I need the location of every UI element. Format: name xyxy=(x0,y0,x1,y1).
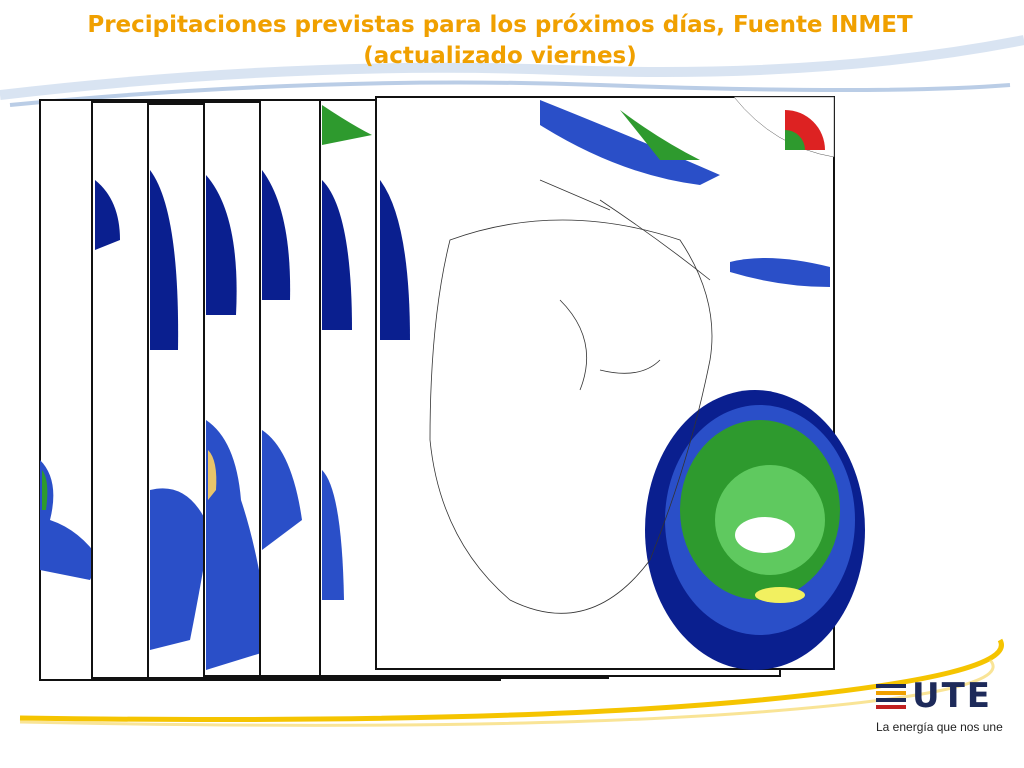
logo-tagline: La energía que nos une xyxy=(876,720,1003,734)
map-frame xyxy=(375,96,865,670)
title-line: Precipitaciones previstas para los próxi… xyxy=(87,12,913,38)
logo-icon xyxy=(876,684,906,709)
subtitle-line: (actualizado viernes) xyxy=(363,43,637,69)
map-stack xyxy=(39,96,865,681)
logo-name: UTE xyxy=(912,676,993,716)
title: Precipitaciones previstas para los próxi… xyxy=(0,10,1000,72)
